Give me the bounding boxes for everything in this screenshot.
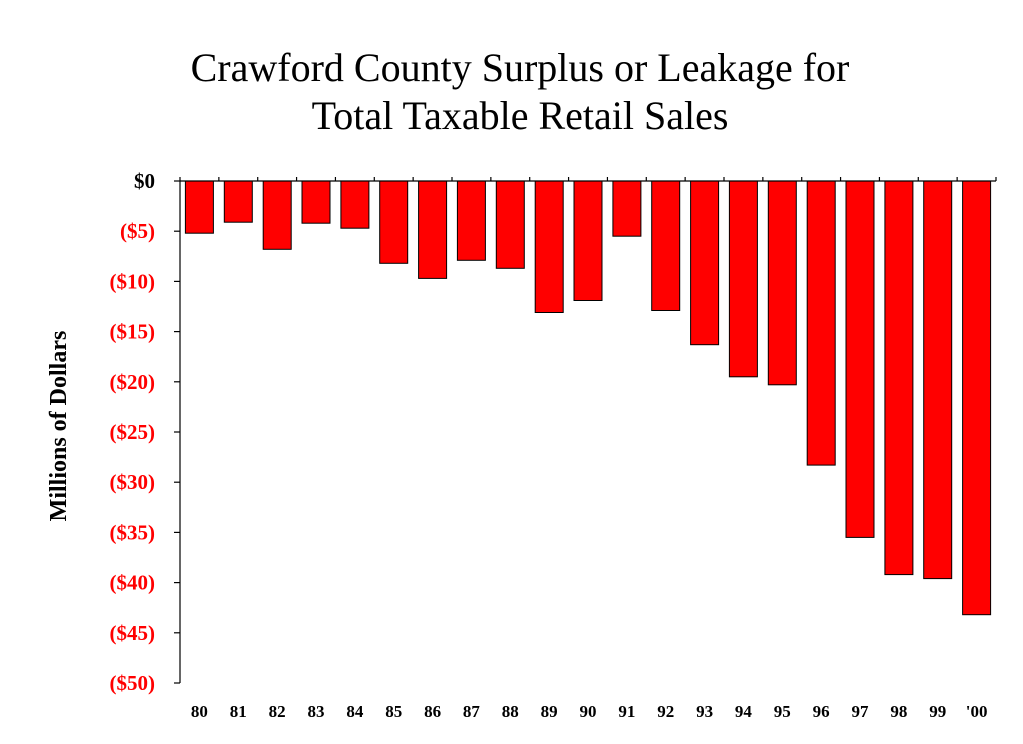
chart-title-line-1: Crawford County Surplus or Leakage for	[190, 45, 850, 90]
bar	[573, 180, 603, 301]
bar	[845, 180, 875, 538]
bar	[262, 180, 292, 250]
x-tick-label: 98	[890, 702, 907, 721]
y-tick-label: ($15)	[110, 320, 156, 344]
bar	[806, 180, 836, 466]
x-tick-label: 94	[735, 702, 753, 721]
y-tick-label: $0	[134, 169, 155, 193]
y-tick-label: ($25)	[110, 420, 156, 444]
x-tick-label: 86	[424, 702, 441, 721]
bar	[379, 180, 409, 264]
y-tick-label: ($40)	[110, 571, 156, 595]
bar	[651, 180, 681, 311]
x-tick-label: 88	[502, 702, 519, 721]
y-axis-title: Millions of Dollars	[46, 331, 72, 522]
x-tick-label: 93	[696, 702, 713, 721]
bar	[728, 180, 758, 378]
chart-title-line-2: Total Taxable Retail Sales	[311, 93, 729, 138]
y-tick-label: ($10)	[110, 269, 156, 293]
bar	[884, 180, 914, 576]
x-tick-label: 85	[385, 702, 402, 721]
bar	[418, 180, 448, 279]
x-tick-label: 99	[929, 702, 946, 721]
bar	[495, 180, 525, 269]
x-tick-label: 96	[813, 702, 830, 721]
y-tick-label: ($45)	[110, 621, 156, 645]
x-tick-label: 95	[774, 702, 791, 721]
x-tick-label: 89	[541, 702, 558, 721]
bar	[340, 180, 370, 229]
x-tick-label: 82	[269, 702, 286, 721]
x-tick-label: '00	[966, 702, 988, 721]
bar	[767, 180, 797, 386]
bar	[301, 180, 331, 224]
x-tick-label: 87	[463, 702, 481, 721]
bar	[223, 180, 253, 223]
bar	[962, 180, 992, 616]
x-tick-label: 81	[230, 702, 247, 721]
x-tick-label: 83	[308, 702, 325, 721]
bar	[456, 180, 486, 261]
bar	[184, 180, 214, 234]
bar	[534, 180, 564, 313]
y-tick-label: ($35)	[110, 520, 156, 544]
bar	[612, 180, 642, 237]
x-tick-label: 80	[191, 702, 208, 721]
y-tick-label: ($5)	[120, 219, 155, 243]
y-tick-label: ($20)	[110, 370, 156, 394]
plot-area: $0 ($5) ($10) ($15) ($20) ($25) ($30) ($35) ($40…	[110, 169, 997, 721]
x-tick-label: 97	[852, 702, 870, 721]
bar	[923, 180, 953, 580]
bar	[690, 180, 720, 346]
x-tick-label: 91	[618, 702, 635, 721]
x-tick-label: 84	[346, 702, 364, 721]
x-tick-label: 90	[580, 702, 597, 721]
chart-title: Crawford County Surplus or Leakage for T…	[0, 44, 1023, 140]
y-tick-label: ($50)	[110, 671, 156, 695]
x-tick-label: 92	[657, 702, 674, 721]
y-tick-label: ($30)	[110, 470, 156, 494]
